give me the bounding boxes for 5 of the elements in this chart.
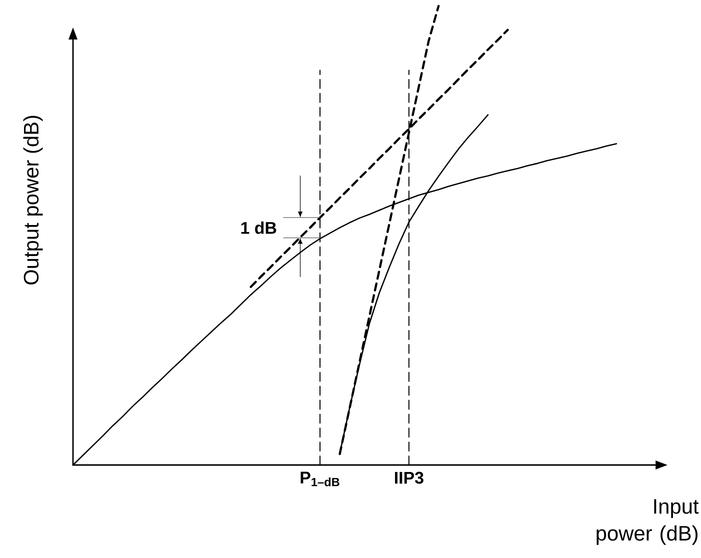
annotation: 1 dB (241, 221, 276, 234)
y-axis-title: Output power (dB) (23, 116, 43, 284)
x-tick-label: P$_{1–dB}$ (300, 472, 340, 486)
x-tick-label: IIP3 (395, 472, 424, 484)
x-axis-title: Input power (dB) (596, 499, 699, 545)
